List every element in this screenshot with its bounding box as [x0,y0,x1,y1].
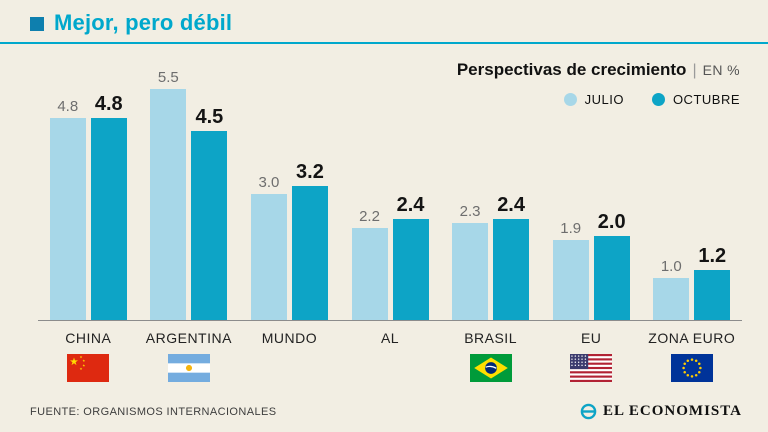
chart-title-separator: | [692,62,697,79]
bar-octubre [90,118,127,320]
bar-julio [452,223,489,320]
value-label-octubre: 2.4 [497,194,525,217]
bar-pair: 2.2 2.4 [351,54,429,320]
value-label-octubre: 4.8 [94,93,123,116]
page-title: Mejor, pero débil [54,10,233,35]
category-label: MUNDO [261,330,318,346]
bar-octubre [291,185,328,320]
legend-item-julio: JULIO [563,92,624,107]
value-label-julio: 1.9 [560,220,582,238]
value-label-octubre: 1.2 [698,244,727,267]
chart-groups: 4.8 4.8 CHINA 5.5 4.5 ARGENTINA 3.0 3.2 MUNDO 2.2… [38,54,742,382]
bar-octubre [593,236,630,320]
source-note: FUENTE: ORGANISMOS INTERNACIONALES [30,405,277,418]
page-footer: FUENTE: ORGANISMOS INTERNACIONALES EL EC… [30,403,742,420]
bar-wrap-julio: 2.3 [452,203,489,320]
value-label-octubre: 2.4 [396,194,425,217]
chart-group-argentina: 5.5 4.5 ARGENTINA [139,54,240,382]
chart-group-al: 2.2 2.4 AL [340,54,441,382]
chart-legend: JULIO OCTUBRE [563,92,740,107]
usa-flag-icon [570,354,613,382]
legend-item-octubre: OCTUBRE [651,92,740,107]
x-axis-line [38,320,742,321]
bar-wrap-octubre: 2.4 [392,194,429,320]
chart-group-mundo: 3.0 3.2 MUNDO [239,54,340,382]
value-label-julio: 2.3 [459,203,481,221]
bar-pair: 1.0 1.2 [653,54,731,320]
bar-wrap-octubre: 4.5 [191,106,228,320]
page-header: Mejor, pero débil [30,10,232,36]
brazil-flag-icon [469,354,512,382]
value-label-julio: 3.0 [258,174,280,191]
bar-wrap-julio: 4.8 [49,98,86,320]
bar-octubre [694,269,731,320]
category-label: ZONA EURO [648,330,736,346]
bar-wrap-octubre: 2.0 [593,211,630,320]
chart-group-brasil: 2.3 2.4 BRASIL [440,54,541,382]
value-label-octubre: 4.5 [195,106,224,128]
chart-unit-label: EN % [702,62,740,78]
category-label: EU [580,330,602,346]
brand-name: EL ECONOMISTA [603,403,742,419]
bar-pair: 5.5 4.5 [150,54,228,320]
bar-wrap-julio: 5.5 [150,69,187,320]
bar-julio [49,118,86,320]
category-label: BRASIL [464,330,517,346]
bar-julio [150,89,187,320]
bar-octubre [392,219,429,320]
bar-wrap-octubre: 2.4 [493,194,530,320]
category-label: AL [380,330,400,346]
legend-dot-icon [651,93,665,106]
brand-logo: EL ECONOMISTA [580,403,742,420]
value-label-octubre: 2.0 [597,211,626,233]
argentina-flag-icon [167,354,210,382]
bar-wrap-julio: 3.0 [250,174,287,320]
bar-julio [351,227,388,320]
bar-octubre [191,131,228,320]
bar-chart: 4.8 4.8 CHINA 5.5 4.5 ARGENTINA 3.0 3.2 MUNDO 2.2… [38,54,742,382]
category-label: ARGENTINA [145,330,232,346]
bar-wrap-julio: 1.0 [653,258,690,320]
chart-group-china: 4.8 4.8 CHINA [38,54,139,382]
value-label-julio: 4.8 [57,98,79,116]
bar-wrap-octubre: 4.8 [90,93,127,320]
bar-pair: 3.0 3.2 [250,54,328,320]
chart-group-eu: 1.9 2.0 EU [541,54,642,382]
bar-pair: 2.3 2.4 [452,54,530,320]
value-label-julio: 2.2 [359,207,380,225]
legend-label: JULIO [584,92,624,107]
bar-wrap-octubre: 3.2 [291,160,328,320]
bar-pair: 1.9 2.0 [552,54,630,320]
title-bullet-square [30,17,44,31]
bar-octubre [493,219,530,320]
bar-julio [552,240,589,320]
category-label: CHINA [65,330,112,346]
bar-wrap-julio: 2.2 [351,207,388,320]
title-underline [0,42,768,44]
bar-julio [653,278,690,320]
china-flag-icon [67,354,110,382]
el-economista-mark-icon [580,403,597,420]
legend-dot-icon [563,93,577,106]
chart-heading: Perspectivas de crecimiento | EN % [457,60,740,80]
chart-title: Perspectivas de crecimiento [456,60,687,79]
bar-julio [250,194,287,320]
bar-pair: 4.8 4.8 [49,54,127,320]
bar-wrap-julio: 1.9 [552,220,589,320]
legend-label: OCTUBRE [672,92,740,107]
value-label-octubre: 3.2 [296,160,324,183]
value-label-julio: 5.5 [157,69,179,86]
eu-flag-icon [670,354,713,382]
bar-wrap-octubre: 1.2 [694,244,731,320]
chart-group-zona-euro: 1.0 1.2 ZONA EURO [641,54,742,382]
value-label-julio: 1.0 [660,258,682,275]
